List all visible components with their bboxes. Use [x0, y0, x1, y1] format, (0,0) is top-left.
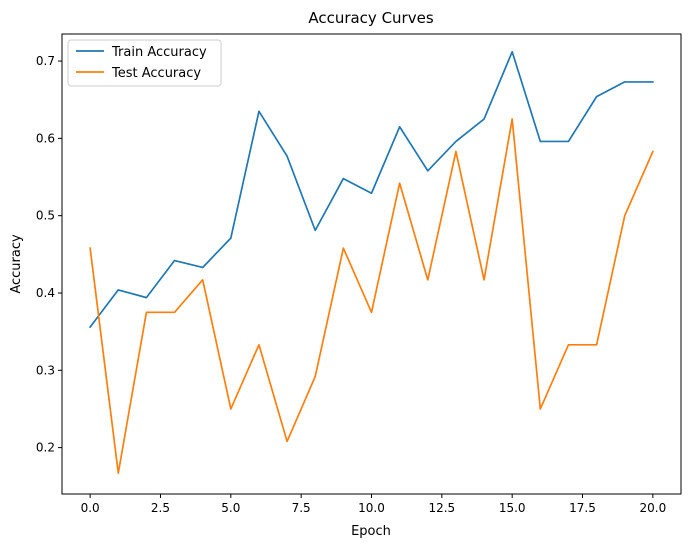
legend-box — [67, 39, 222, 87]
x-tick-label: 7.5 — [292, 501, 311, 515]
x-tick-label: 17.5 — [569, 501, 596, 515]
x-axis-title: Epoch — [351, 524, 391, 539]
chart-title: Accuracy Curves — [308, 9, 434, 27]
x-tick-label: 20.0 — [640, 501, 667, 515]
plot-frame — [61, 33, 682, 495]
y-tick-label: 0.7 — [36, 54, 55, 68]
x-tick-label: 0.0 — [81, 501, 100, 515]
y-tick-label: 0.5 — [36, 209, 55, 223]
y-axis-title: Accuracy — [9, 234, 24, 294]
x-tick-label: 15.0 — [499, 501, 526, 515]
x-tick-label: 10.0 — [358, 501, 385, 515]
legend-label-train: Train Accuracy — [111, 45, 207, 60]
y-tick-label: 0.2 — [36, 441, 55, 455]
x-tick-label: 12.5 — [428, 501, 455, 515]
y-tick-label: 0.4 — [36, 286, 55, 300]
y-tick-label: 0.6 — [36, 131, 55, 145]
x-tick-label: 5.0 — [221, 501, 240, 515]
series-line-train — [88, 50, 654, 329]
y-tick-label: 0.3 — [36, 363, 55, 377]
x-tick-label: 2.5 — [151, 501, 170, 515]
series-line-test — [89, 118, 654, 474]
plot-area: 0.0 2.5 5.0 7.5 10.0 12.5 15.0 17.5 20.0 0.2 0.3 0.… — [36, 33, 682, 515]
legend-label-test: Test Accuracy — [111, 66, 201, 81]
